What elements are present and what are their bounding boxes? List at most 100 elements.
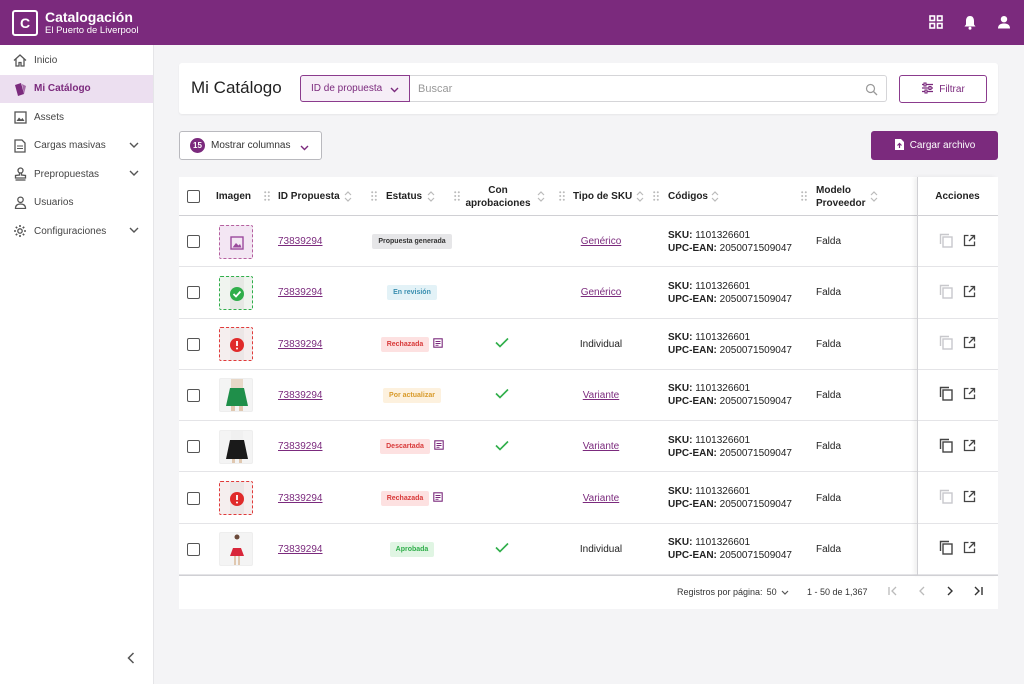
proposal-id-link[interactable]: 73839294 <box>278 389 323 401</box>
collapse-sidebar-icon[interactable] <box>127 652 141 666</box>
row-checkbox[interactable] <box>187 337 200 351</box>
row-checkbox[interactable] <box>187 491 200 505</box>
select-all-checkbox[interactable] <box>187 190 200 203</box>
previous-page-icon[interactable] <box>916 585 930 599</box>
product-thumbnail[interactable] <box>219 532 253 567</box>
table-row[interactable]: 73839294 Rechazada Variante SKU: 1101326601… <box>179 473 998 524</box>
apps-grid-icon[interactable] <box>926 12 946 32</box>
open-external-icon[interactable] <box>963 285 976 301</box>
table-row[interactable]: 73839294 Rechazada Individual SKU: 11013266… <box>179 319 998 370</box>
duplicate-icon[interactable] <box>939 284 953 302</box>
open-external-icon[interactable] <box>963 490 976 506</box>
drag-handle-icon[interactable] <box>653 191 659 201</box>
status-cell: En revisión <box>362 267 462 318</box>
sidebar-item-cargas-masivas[interactable]: Cargas masivas <box>0 132 153 161</box>
first-page-icon[interactable] <box>887 585 901 599</box>
sidebar-item-inicio[interactable]: Inicio <box>0 46 153 75</box>
open-external-icon[interactable] <box>963 439 976 455</box>
upload-file-button[interactable]: Cargar archivo <box>871 131 998 160</box>
header-tipo-de-sku[interactable]: Tipo de SKU <box>573 191 633 202</box>
table-row[interactable]: 73839294 Aprobada Individual SKU: 110132660… <box>179 524 998 576</box>
open-external-icon[interactable] <box>963 541 976 557</box>
drag-handle-icon[interactable] <box>454 191 460 201</box>
sku-type-link[interactable]: Variante <box>582 389 620 401</box>
sidebar-item-prepropuestas[interactable]: Prepropuestas <box>0 160 153 189</box>
comment-note-icon[interactable] <box>433 337 444 351</box>
duplicate-icon[interactable] <box>939 489 953 507</box>
rows-per-page-select[interactable]: 50 <box>766 587 777 597</box>
app-logo[interactable]: C <box>12 9 38 36</box>
invalid-image-thumbnail[interactable] <box>219 327 253 362</box>
valid-image-thumbnail[interactable] <box>219 275 253 310</box>
row-checkbox[interactable] <box>187 235 200 248</box>
duplicate-icon[interactable] <box>939 233 953 251</box>
invalid-image-thumbnail[interactable] <box>219 481 253 515</box>
duplicate-icon[interactable] <box>939 386 953 404</box>
user-icon[interactable] <box>994 12 1014 32</box>
sidebar-item-mi-catalogo[interactable]: Mi Catálogo <box>0 74 153 103</box>
table-row[interactable]: 73839294 Por actualizar Variante SKU: 11013… <box>179 370 998 422</box>
proposal-id-link[interactable]: 73839294 <box>278 492 323 504</box>
sort-icon[interactable] <box>427 190 435 203</box>
comment-note-icon[interactable] <box>433 491 444 505</box>
sort-icon[interactable] <box>636 190 644 203</box>
header-id-propuesta[interactable]: ID Propuesta <box>278 191 340 202</box>
chevron-down-icon[interactable] <box>781 587 789 597</box>
next-page-icon[interactable] <box>944 585 958 599</box>
search-icon[interactable] <box>865 83 878 99</box>
row-checkbox[interactable] <box>187 388 200 402</box>
drag-handle-icon[interactable] <box>264 191 270 201</box>
header-modelo-proveedor[interactable]: Modelo Proveedor <box>816 177 865 216</box>
product-thumbnail[interactable] <box>219 378 253 413</box>
sidebar-item-assets[interactable]: Assets <box>0 103 153 132</box>
duplicate-icon[interactable] <box>939 438 953 456</box>
proposal-id-link[interactable]: 73839294 <box>278 287 323 299</box>
sidebar-item-usuarios[interactable]: Usuarios <box>0 189 153 218</box>
bell-icon[interactable] <box>960 12 980 32</box>
drag-handle-icon[interactable] <box>371 191 377 201</box>
last-page-icon[interactable] <box>972 585 986 599</box>
proposal-id-link[interactable]: 73839294 <box>278 543 323 555</box>
open-external-icon[interactable] <box>963 234 976 250</box>
duplicate-icon[interactable] <box>939 335 953 353</box>
header-codigos[interactable]: Códigos <box>668 191 708 202</box>
open-external-icon[interactable] <box>963 336 976 352</box>
image-placeholder-thumbnail[interactable] <box>219 224 253 259</box>
proposal-id-link[interactable]: 73839294 <box>278 441 323 453</box>
codes-cell: SKU: 1101326601 UPC-EAN: 2050071509047 <box>668 370 792 421</box>
row-checkbox[interactable] <box>187 286 200 300</box>
sidebar-item-configuraciones[interactable]: Configuraciones <box>0 217 153 246</box>
search-type-select[interactable]: ID de propuesta <box>300 75 410 102</box>
row-checkbox[interactable] <box>187 542 200 556</box>
header-con-aprobaciones[interactable]: Con aprobaciones <box>464 177 532 216</box>
chevron-down-icon[interactable] <box>129 141 139 152</box>
row-checkbox[interactable] <box>187 440 200 454</box>
sort-icon[interactable] <box>537 190 545 203</box>
drag-handle-icon[interactable] <box>559 191 565 201</box>
comment-note-icon[interactable] <box>434 440 444 453</box>
open-external-icon[interactable] <box>963 387 976 403</box>
sort-icon[interactable] <box>870 190 878 203</box>
product-thumbnail[interactable] <box>219 429 253 464</box>
chevron-down-icon[interactable] <box>129 169 139 180</box>
table-row[interactable]: 73839294 Descartada Variante SKU: 110132660… <box>179 421 998 473</box>
filter-button[interactable]: Filtrar <box>899 75 987 103</box>
table-row[interactable]: 73839294 En revisión Genérico SKU: 11013266… <box>179 267 998 319</box>
sku-type-link[interactable]: Variante <box>582 441 620 453</box>
search-input[interactable] <box>418 82 848 95</box>
header-estatus[interactable]: Estatus <box>386 191 423 202</box>
approved-check-icon <box>494 440 509 454</box>
sku-type-link[interactable]: Variante <box>582 492 620 504</box>
sort-icon[interactable] <box>344 190 352 203</box>
drag-handle-icon[interactable] <box>801 191 807 201</box>
duplicate-icon[interactable] <box>939 540 953 558</box>
proposal-id-link[interactable]: 73839294 <box>278 338 323 350</box>
show-columns-button[interactable]: 15 Mostrar columnas <box>179 131 322 160</box>
sku-type-text: Individual <box>579 543 623 555</box>
sort-icon[interactable] <box>711 190 719 203</box>
chevron-down-icon[interactable] <box>129 226 139 237</box>
table-row[interactable]: 73839294 Propuesta generada Genérico SKU: 1… <box>179 216 998 268</box>
proposal-id-link[interactable]: 73839294 <box>278 236 323 247</box>
sku-type-link[interactable]: Genérico <box>580 287 622 299</box>
sku-type-link[interactable]: Genérico <box>580 236 622 247</box>
